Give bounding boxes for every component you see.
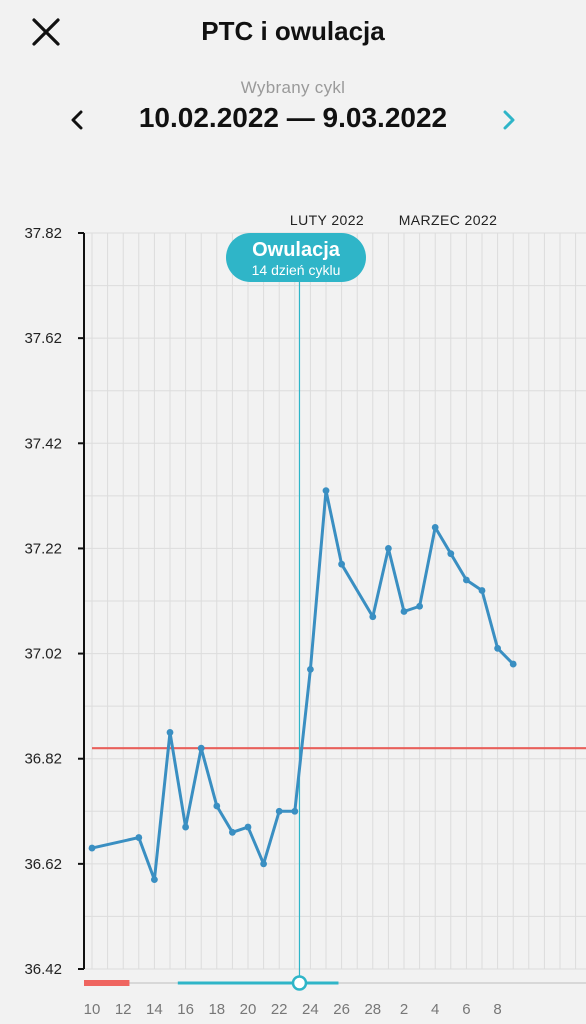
x-tick-label: 22 bbox=[271, 1001, 288, 1018]
temperature-point[interactable] bbox=[213, 802, 221, 810]
chevron-left-icon bbox=[71, 110, 83, 130]
temperature-point[interactable] bbox=[463, 576, 470, 584]
ovulation-marker[interactable] bbox=[291, 975, 308, 991]
close-button[interactable] bbox=[26, 12, 66, 52]
y-tick-label: 37.82 bbox=[24, 225, 62, 242]
temperature-point[interactable] bbox=[151, 876, 158, 884]
temperature-point[interactable] bbox=[260, 860, 267, 868]
y-tick-label: 37.22 bbox=[24, 540, 62, 557]
month-label: MARZEC 2022 bbox=[399, 212, 498, 228]
y-tick-label: 36.62 bbox=[24, 856, 62, 873]
ovulation-badge[interactable] bbox=[226, 233, 366, 282]
temperature-point[interactable] bbox=[431, 524, 439, 531]
chevron-right-icon bbox=[503, 110, 515, 130]
temperature-point[interactable] bbox=[166, 729, 174, 736]
page-title: PTC i owulacja bbox=[201, 16, 385, 46]
cycle-date-range: 10.02.2022 — 9.03.2022 bbox=[138, 102, 448, 133]
temperature-point[interactable] bbox=[135, 834, 143, 841]
x-tick-label: 20 bbox=[240, 1001, 257, 1018]
temperature-series-line bbox=[90, 489, 515, 882]
month-label: LUTY 2022 bbox=[290, 212, 364, 228]
temperature-point[interactable] bbox=[478, 587, 486, 594]
x-tick-label: 16 bbox=[177, 1001, 194, 1018]
x-tick-label: 12 bbox=[115, 1001, 132, 1018]
temperature-point[interactable] bbox=[275, 807, 283, 815]
temperature-point[interactable] bbox=[244, 823, 252, 831]
cycle-label: Wybrany cykl bbox=[240, 78, 346, 97]
temperature-point[interactable] bbox=[197, 744, 205, 752]
x-tick-label: 6 bbox=[462, 1001, 470, 1018]
y-tick-label: 37.62 bbox=[24, 330, 62, 347]
x-tick-label: 18 bbox=[208, 1001, 225, 1018]
temperature-point[interactable] bbox=[229, 828, 236, 836]
previous-cycle-button[interactable] bbox=[60, 102, 96, 138]
temperature-point[interactable] bbox=[291, 807, 299, 815]
y-tick-label: 37.42 bbox=[24, 435, 62, 452]
temperature-point[interactable] bbox=[338, 560, 345, 568]
temperature-point[interactable] bbox=[509, 660, 517, 668]
temperature-point[interactable] bbox=[447, 550, 455, 558]
y-tick-label: 37.02 bbox=[24, 646, 62, 663]
temperature-point[interactable] bbox=[416, 602, 423, 610]
temperature-point[interactable] bbox=[494, 644, 501, 652]
temperature-point[interactable] bbox=[322, 487, 330, 494]
x-tick-label: 26 bbox=[333, 1001, 350, 1018]
temperature-point[interactable] bbox=[400, 608, 408, 615]
temperature-point[interactable] bbox=[385, 545, 392, 552]
close-icon bbox=[32, 18, 60, 46]
x-tick-label: 4 bbox=[431, 1001, 439, 1018]
x-tick-label: 8 bbox=[493, 1001, 501, 1018]
ovulation-badge-title: Owulacja bbox=[252, 239, 341, 261]
y-tick-label: 36.82 bbox=[24, 751, 62, 768]
ovulation-badge-subtitle: 14 dzień cyklu bbox=[252, 262, 341, 278]
x-tick-label: 10 bbox=[84, 1001, 101, 1018]
temperature-point[interactable] bbox=[307, 665, 314, 673]
x-tick-label: 28 bbox=[364, 1001, 381, 1018]
x-tick-label: 2 bbox=[400, 1001, 408, 1018]
y-tick-label: 36.42 bbox=[24, 961, 62, 978]
next-cycle-button[interactable] bbox=[490, 102, 526, 138]
x-tick-label: 24 bbox=[302, 1001, 319, 1018]
temperature-point[interactable] bbox=[369, 613, 377, 621]
temperature-point[interactable] bbox=[182, 823, 190, 831]
temperature-point[interactable] bbox=[88, 844, 96, 852]
x-tick-label: 14 bbox=[146, 1001, 163, 1018]
temperature-chart[interactable]: 37.82 37.62 37.42 37.22 37.02 36.82 36.62 36.42… bbox=[0, 200, 586, 1024]
